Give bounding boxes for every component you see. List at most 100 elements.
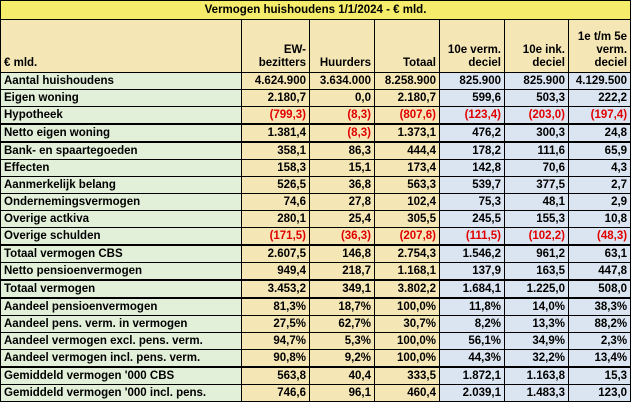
cell-value: 30,7% [374,315,440,333]
table-row: Hypotheek (799,3) (8,3) (807,6) (123,4) (203,… [0,106,632,125]
cell-value: 746,6 [241,384,310,402]
cell-value: 508,0 [567,279,632,299]
row-label: Overige actkiva [0,210,242,228]
cell-value: 1.546,2 [439,244,505,263]
cell-value: (203,0) [504,106,569,125]
cell-value: 949,4 [241,262,310,281]
table-row: Aandeel vermogen excl. pens. verm. 94,7% 5… [0,332,632,350]
cell-value: 2.180,7 [374,89,440,107]
cell-value: 178,2 [439,141,505,160]
cell-value: 8.258.900 [374,72,440,90]
cell-value: 40,4 [309,366,375,385]
cell-value: 305,5 [374,210,440,228]
cell-value: 1.684,1 [439,279,505,299]
cell-value: 1.872,1 [439,366,505,385]
row-label: Gemiddeld vermogen '000 CBS [0,366,242,385]
cell-value: 825.900 [439,72,505,90]
cell-value: 74,6 [241,193,310,211]
row-label: Aandeel vermogen excl. pens. verm. [0,332,242,350]
cell-value: 1.225,0 [504,279,569,299]
table-row: Aantal huishoudens 4.624.900 3.634.000 8.25… [0,72,632,90]
cell-value: 86,3 [309,141,375,160]
cell-value: 36,8 [309,176,375,194]
table-row: Totaal vermogen 3.453,2 349,1 3.802,2 1.684,… [0,279,632,299]
cell-value: (8,3) [309,106,375,125]
cell-value: 460,4 [374,384,440,402]
cell-value: 3.802,2 [374,279,440,299]
col-header-10e-verm-deciel: 10e verm. deciel [439,19,505,73]
cell-value: 599,6 [439,89,505,107]
row-label: Aandeel vermogen incl. pens. verm. [0,349,242,368]
cell-value: 25,4 [309,210,375,228]
table-title: Vermogen huishoudens 1/1/2024 - € mld. [0,0,632,20]
cell-value: 358,1 [241,141,310,160]
cell-value: (197,4) [567,106,632,125]
table-row: Ondernemingsvermogen 74,6 27,8 102,4 75,3 48,… [0,193,632,211]
cell-value: 32,2% [504,349,569,368]
table-row: Effecten 158,3 15,1 173,4 142,8 70,6 4,3 [0,159,632,177]
cell-value: 4.624.900 [241,72,310,90]
cell-value: 280,1 [241,210,310,228]
row-label: Hypotheek [0,106,242,125]
cell-value: (36,3) [309,227,375,246]
row-label: Overige schulden [0,227,242,246]
cell-value: 333,5 [374,366,440,385]
cell-value: 88,2% [567,315,632,333]
table-row: Netto eigen woning 1.381,4 (8,3) 1.373,1 476… [0,123,632,143]
cell-value: 70,6 [504,159,569,177]
cell-value: 96,1 [309,384,375,402]
cell-value: 94,7% [241,332,310,350]
cell-value: 4,3 [567,159,632,177]
row-label: Totaal vermogen CBS [0,244,242,263]
cell-value: 38,3% [567,297,632,316]
row-label: Aandeel pensioenvermogen [0,297,242,316]
cell-value: 563,3 [374,176,440,194]
table-row: Totaal vermogen CBS 2.607,5 146,8 2.754,3 1.… [0,244,632,263]
cell-value: 44,3% [439,349,505,368]
row-label: Effecten [0,159,242,177]
cell-value: 10,8 [567,210,632,228]
cell-value: 13,4% [567,349,632,368]
table-row: Gemiddeld vermogen '000 CBS 563,8 40,4 333,… [0,366,632,385]
cell-value: (8,3) [309,123,375,143]
cell-value: 377,5 [504,176,569,194]
cell-value: 34,9% [504,332,569,350]
cell-value: 3.634.000 [309,72,375,90]
cell-value: 158,3 [241,159,310,177]
cell-value: 14,0% [504,297,569,316]
cell-value: 163,5 [504,262,569,281]
cell-value: 27,8 [309,193,375,211]
table-row: Aandeel pens. verm. in vermogen 27,5% 62,7… [0,315,632,333]
cell-value: 2.754,3 [374,244,440,263]
row-label: Totaal vermogen [0,279,242,299]
table-row: Aanmerkelijk belang 526,5 36,8 563,3 539,7 37… [0,176,632,194]
wealth-table: Vermogen huishoudens 1/1/2024 - € mld. €… [0,0,632,402]
cell-value: 111,6 [504,141,569,160]
cell-value: 18,7% [309,297,375,316]
cell-value: (799,3) [241,106,310,125]
cell-value: (48,3) [567,227,632,246]
cell-value: 15,3 [567,366,632,385]
col-header-1e-5e-verm-deciel: 1e t/m 5e verm. deciel [567,19,632,73]
cell-value: (807,6) [374,106,440,125]
cell-value: 27,5% [241,315,310,333]
cell-value: 63,1 [567,244,632,263]
cell-value: 2.039,1 [439,384,505,402]
cell-value: 56,1% [439,332,505,350]
cell-value: 62,7% [309,315,375,333]
table-row: Eigen woning 2.180,7 0,0 2.180,7 599,6 503,3 2… [0,89,632,107]
cell-value: 4.129.500 [567,72,632,90]
cell-value: 1.373,1 [374,123,440,143]
cell-value: 444,4 [374,141,440,160]
cell-value: 102,4 [374,193,440,211]
table-row: Overige schulden (171,5) (36,3) (207,8) (111… [0,227,632,246]
cell-value: 3.453,2 [241,279,310,299]
cell-value: 1.168,1 [374,262,440,281]
cell-value: 539,7 [439,176,505,194]
cell-value: (102,2) [504,227,569,246]
cell-value: 100,0% [374,349,440,368]
cell-value: 13,3% [504,315,569,333]
row-label: Gemiddeld vermogen '000 incl. pens. [0,384,242,402]
cell-value: 447,8 [567,262,632,281]
cell-value: 503,3 [504,89,569,107]
